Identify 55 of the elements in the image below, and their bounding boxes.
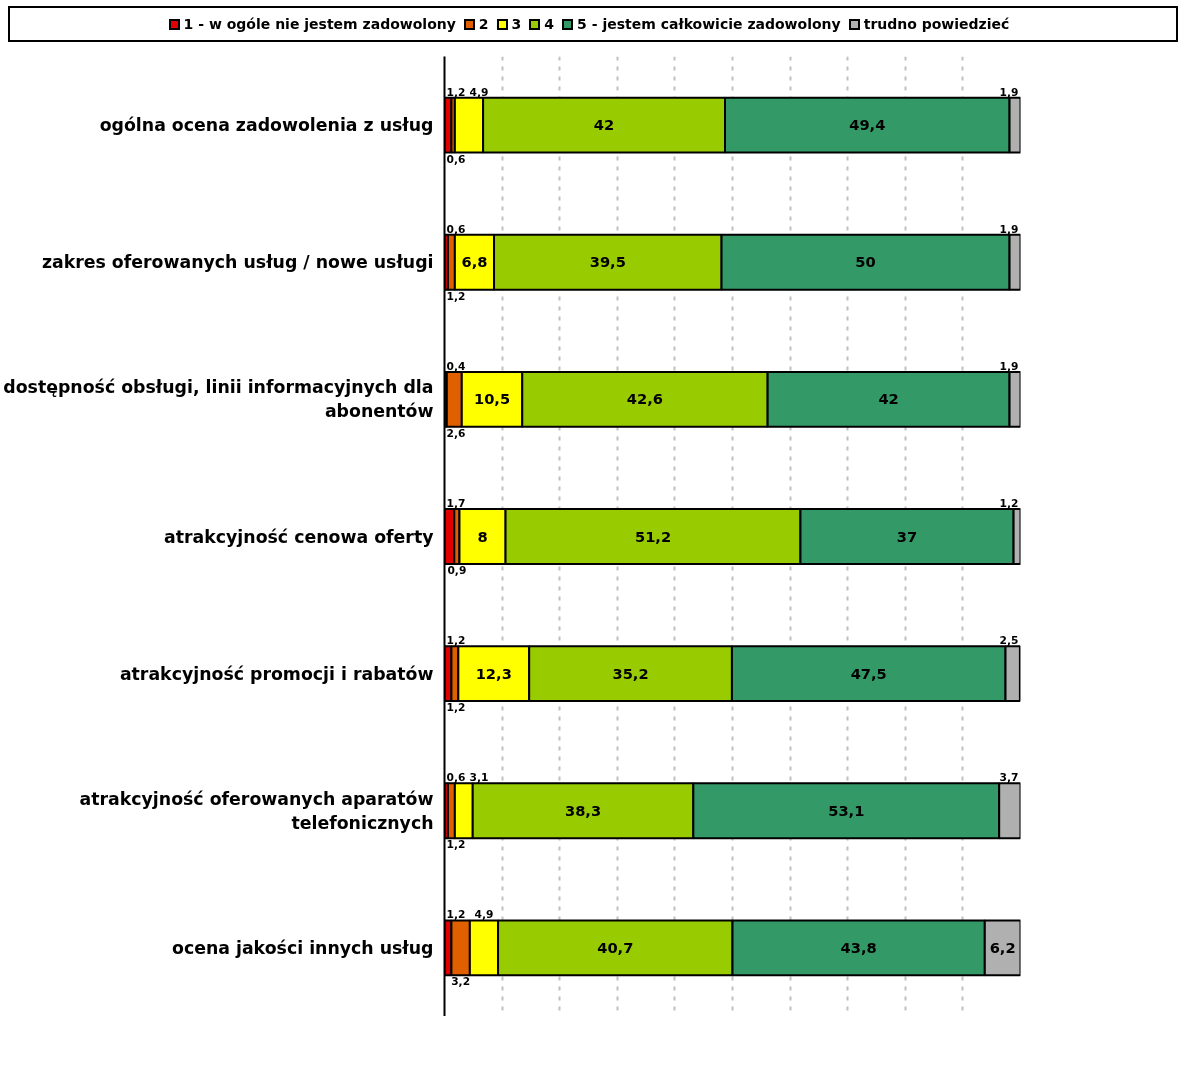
data-label: 1,2 <box>446 838 466 852</box>
y-tick-label: atrakcyjność promocji i rabatów <box>119 663 434 684</box>
data-label: 10,5 <box>473 390 511 408</box>
data-label: 42 <box>878 390 899 408</box>
data-label: 0,6 <box>446 152 466 166</box>
data-label: 0,6 <box>446 222 466 236</box>
y-tick-label: ogólna ocena zadowolenia z usług <box>99 115 434 136</box>
y-tick-label: atrakcyjność cenowa oferty <box>164 526 434 547</box>
data-label: 3,1 <box>469 771 489 785</box>
data-label: 3,7 <box>999 771 1019 785</box>
data-label: 0,6 <box>446 771 466 785</box>
data-label: 12,3 <box>475 664 512 682</box>
legend-label: 3 <box>510 15 522 34</box>
data-label: 43,8 <box>840 938 877 956</box>
data-label: 42 <box>593 116 615 134</box>
data-label: 0,4 <box>446 359 466 373</box>
data-label: 47,5 <box>850 664 887 682</box>
data-label: 4,9 <box>474 908 494 922</box>
data-label: 0,9 <box>447 563 467 577</box>
legend-label: 1 - w ogóle nie jestem zadowolony <box>182 15 456 34</box>
data-label: 35,2 <box>612 664 649 682</box>
data-label: 1,9 <box>999 359 1019 373</box>
data-label: 1,2 <box>446 634 466 648</box>
data-label: 42,6 <box>626 390 664 408</box>
data-label: 1,9 <box>999 85 1019 99</box>
data-label: 1,2 <box>446 85 466 99</box>
data-label: 6,8 <box>461 253 488 271</box>
data-label: 49,4 <box>849 116 886 134</box>
y-tick-label: ocena jakości innych usług <box>171 937 434 958</box>
data-label: 38,3 <box>564 801 602 819</box>
legend-label: trudno powiedzieć <box>862 15 1010 34</box>
legend-label: 5 - jestem całkowicie zadowolony <box>576 15 841 34</box>
y-tick-label: dostępność obsługi, linii informacyjnych dla abonentów <box>3 377 434 422</box>
data-label: 51,2 <box>634 527 672 545</box>
data-label: 3,2 <box>451 975 471 989</box>
data-label: 1,2 <box>446 908 466 922</box>
data-label: 2,6 <box>446 426 466 440</box>
data-label: 8 <box>477 527 488 545</box>
data-label: 37 <box>896 527 918 545</box>
data-label: 1,2 <box>999 497 1019 511</box>
data-label: 6,2 <box>989 938 1016 956</box>
data-label: 53,1 <box>828 801 865 819</box>
legend-label: 4 <box>543 15 555 34</box>
data-label: 2,5 <box>999 634 1019 648</box>
data-label: 1,9 <box>999 222 1019 236</box>
data-label: 4,9 <box>469 85 489 99</box>
data-label: 1,2 <box>446 289 466 303</box>
data-label: 1,2 <box>446 701 466 715</box>
data-label: 40,7 <box>597 938 634 956</box>
data-label: 1,7 <box>446 497 466 511</box>
data-label: 50 <box>855 253 876 271</box>
legend-label: 2 <box>477 15 489 34</box>
data-label: 39,5 <box>589 253 626 271</box>
y-tick-label: zakres oferowanych usług / nowe usługi <box>41 252 434 273</box>
y-tick-label: atrakcyjność oferowanych aparatów telefonicznych <box>79 788 434 833</box>
